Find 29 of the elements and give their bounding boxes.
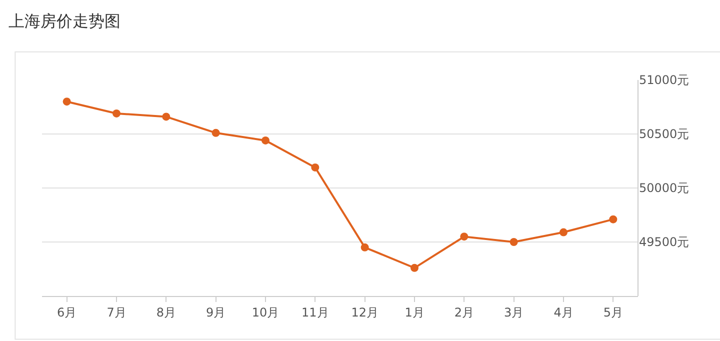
x-tick-label: 11月 [302, 305, 329, 320]
x-tick-label: 12月 [351, 305, 378, 320]
x-tick-label: 3月 [504, 305, 524, 320]
point [311, 163, 320, 172]
point [162, 112, 170, 121]
point [360, 243, 369, 252]
point [62, 98, 71, 106]
chart-title: 上海房价走势图 [8, 12, 121, 31]
x-tick-label: 2月 [454, 305, 474, 320]
point [112, 109, 120, 118]
x-tick-label: 4月 [554, 305, 574, 320]
point [560, 228, 568, 236]
x-tick-label: 7月 [106, 305, 126, 320]
x-tick-label: 5月 [603, 305, 623, 320]
y-tick-label: 50500元 [639, 127, 690, 142]
point [262, 136, 270, 144]
x-tick-label: 10月 [252, 305, 280, 320]
point [460, 232, 468, 241]
point [410, 264, 418, 272]
point [510, 238, 518, 246]
x-tick-label: 1月 [404, 305, 424, 320]
point [609, 215, 618, 224]
y-tick-label: 51000元 [639, 73, 690, 88]
point [212, 128, 220, 137]
y-tick-label: 49500元 [639, 235, 690, 250]
x-tick-label: 6月 [57, 305, 77, 320]
x-tick-label: 8月 [156, 305, 176, 320]
x-tick-label: 9月 [206, 305, 226, 320]
y-tick-label: 50000元 [639, 181, 690, 196]
